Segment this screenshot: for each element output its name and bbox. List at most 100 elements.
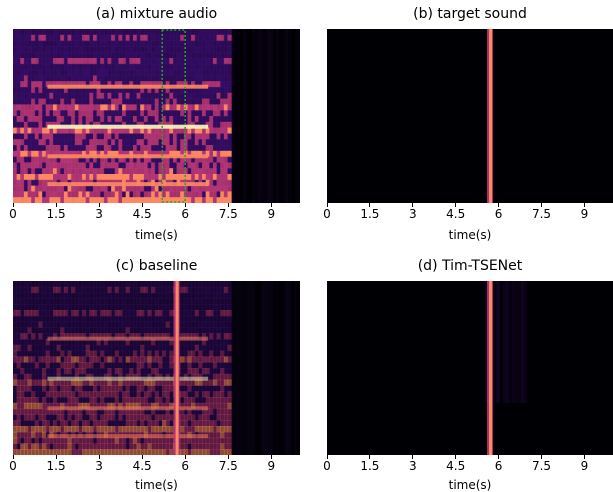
spectrogram-cell (147, 443, 152, 450)
spectrogram-cell (209, 408, 214, 415)
spectrogram-cell (71, 185, 76, 192)
spectrogram-cell (85, 362, 90, 369)
spectrogram-cell (63, 46, 69, 53)
spectrogram-cell (205, 185, 210, 192)
spectrogram-cell (216, 133, 221, 140)
spectrogram-cell (71, 92, 76, 100)
spectrogram-cell (34, 162, 40, 169)
spectrogram-cell (107, 350, 112, 357)
spectrogram-cell (169, 75, 174, 82)
spectrogram-cell (140, 379, 145, 386)
spectrogram-cell (60, 191, 65, 198)
spectrogram-cell (52, 81, 58, 88)
spectrogram-cell (180, 333, 185, 340)
spectrogram-cell (114, 397, 120, 404)
spectrogram-cell (38, 368, 43, 375)
spectrogram-cell (147, 362, 152, 369)
spectrogram-cell (158, 443, 163, 450)
spectrogram-cell (216, 310, 221, 317)
spectrogram-cell (13, 292, 18, 299)
spectrogram-cell (103, 168, 109, 175)
spectrogram-cell (136, 443, 141, 450)
spectrogram-cell (16, 197, 21, 203)
spectrogram-cell (191, 310, 196, 317)
spectrogram-cell (20, 437, 25, 444)
spectrogram-cell (129, 98, 134, 105)
spectrogram-cell (38, 145, 43, 152)
spectrogram-cell (125, 110, 130, 117)
spectrogram-cell (169, 52, 174, 59)
spectrogram-cell (154, 327, 160, 334)
spectrogram-cell (183, 75, 189, 82)
spectrogram-cell (180, 420, 185, 427)
spectrogram-cell (63, 426, 69, 433)
spectrogram-cell (202, 81, 207, 88)
noise-column (291, 29, 294, 203)
spectrogram-cell (85, 34, 90, 42)
spectrogram-cell (227, 281, 232, 288)
spectrogram-cell (42, 150, 47, 158)
spectrogram-cell (205, 29, 210, 36)
harmonic-band (47, 434, 209, 439)
spectrogram-cell (82, 344, 87, 352)
spectrogram-cell (34, 46, 40, 53)
spectrogram-cell (132, 356, 138, 363)
spectrogram-cell (187, 310, 192, 317)
spectrogram-cell (205, 133, 210, 140)
spectrogram-cell (147, 34, 152, 42)
spectrogram-cell (107, 373, 112, 381)
spectrogram-cell (78, 356, 83, 363)
spectrogram-cell (16, 339, 21, 346)
spectrogram-cell (191, 431, 196, 439)
spectrogram-cell (154, 197, 160, 203)
spectrogram-cell (23, 286, 29, 294)
spectrogram-cell (176, 191, 181, 198)
spectrogram-cell (67, 156, 72, 163)
spectrogram-cell (140, 127, 145, 134)
spectrogram-cell (187, 133, 192, 140)
spectrogram-cell (169, 286, 174, 294)
spectrogram-cell (45, 63, 50, 71)
spectrogram-cell (154, 133, 160, 140)
spectrogram-cell (34, 437, 40, 444)
spectrogram-cell (23, 327, 29, 334)
spectrogram-cell (212, 426, 218, 433)
spectrogram-cell (63, 174, 69, 181)
spectrogram-cell (85, 133, 90, 140)
spectrogram-cell (129, 414, 134, 421)
spectrogram-cell (132, 397, 138, 404)
spectrogram-cell (103, 40, 109, 47)
spectrogram-cell (183, 391, 189, 398)
spectrogram-cell (45, 127, 50, 134)
spectrogram-cell (154, 162, 160, 169)
spectrogram-cell (122, 46, 127, 53)
spectrogram-cell (143, 133, 149, 140)
noise-column (276, 281, 280, 455)
spectrogram-cell (176, 40, 181, 47)
spectrogram-cell (216, 29, 221, 36)
spectrogram-cell (23, 185, 29, 192)
spectrogram-cell (187, 333, 192, 340)
spectrogram-cell (114, 40, 120, 47)
spectrogram-cell (191, 58, 196, 65)
spectrogram-cell (183, 281, 189, 288)
spectrogram-cell (52, 315, 58, 323)
spectrogram-cell (118, 315, 123, 323)
spectrogram-cell (220, 63, 225, 71)
spectrogram-cell (187, 327, 192, 334)
spectrogram-cell (49, 379, 54, 386)
spectrogram-cell (162, 344, 167, 352)
leak-column (521, 281, 525, 403)
spectrogram-cell (205, 443, 210, 450)
spectrogram-cell (111, 449, 116, 455)
spectrogram-cell (63, 373, 69, 381)
spectrogram-cell (49, 58, 54, 65)
spectrogram-cell (82, 168, 87, 175)
spectrogram-cell (56, 321, 61, 328)
spectrogram-cell (202, 58, 207, 65)
spectrogram-cell (169, 139, 174, 146)
spectrogram-cell (78, 385, 83, 392)
spectrogram-cell (34, 127, 40, 134)
spectrogram-cell (183, 98, 189, 105)
spectrogram-cell (187, 46, 192, 53)
